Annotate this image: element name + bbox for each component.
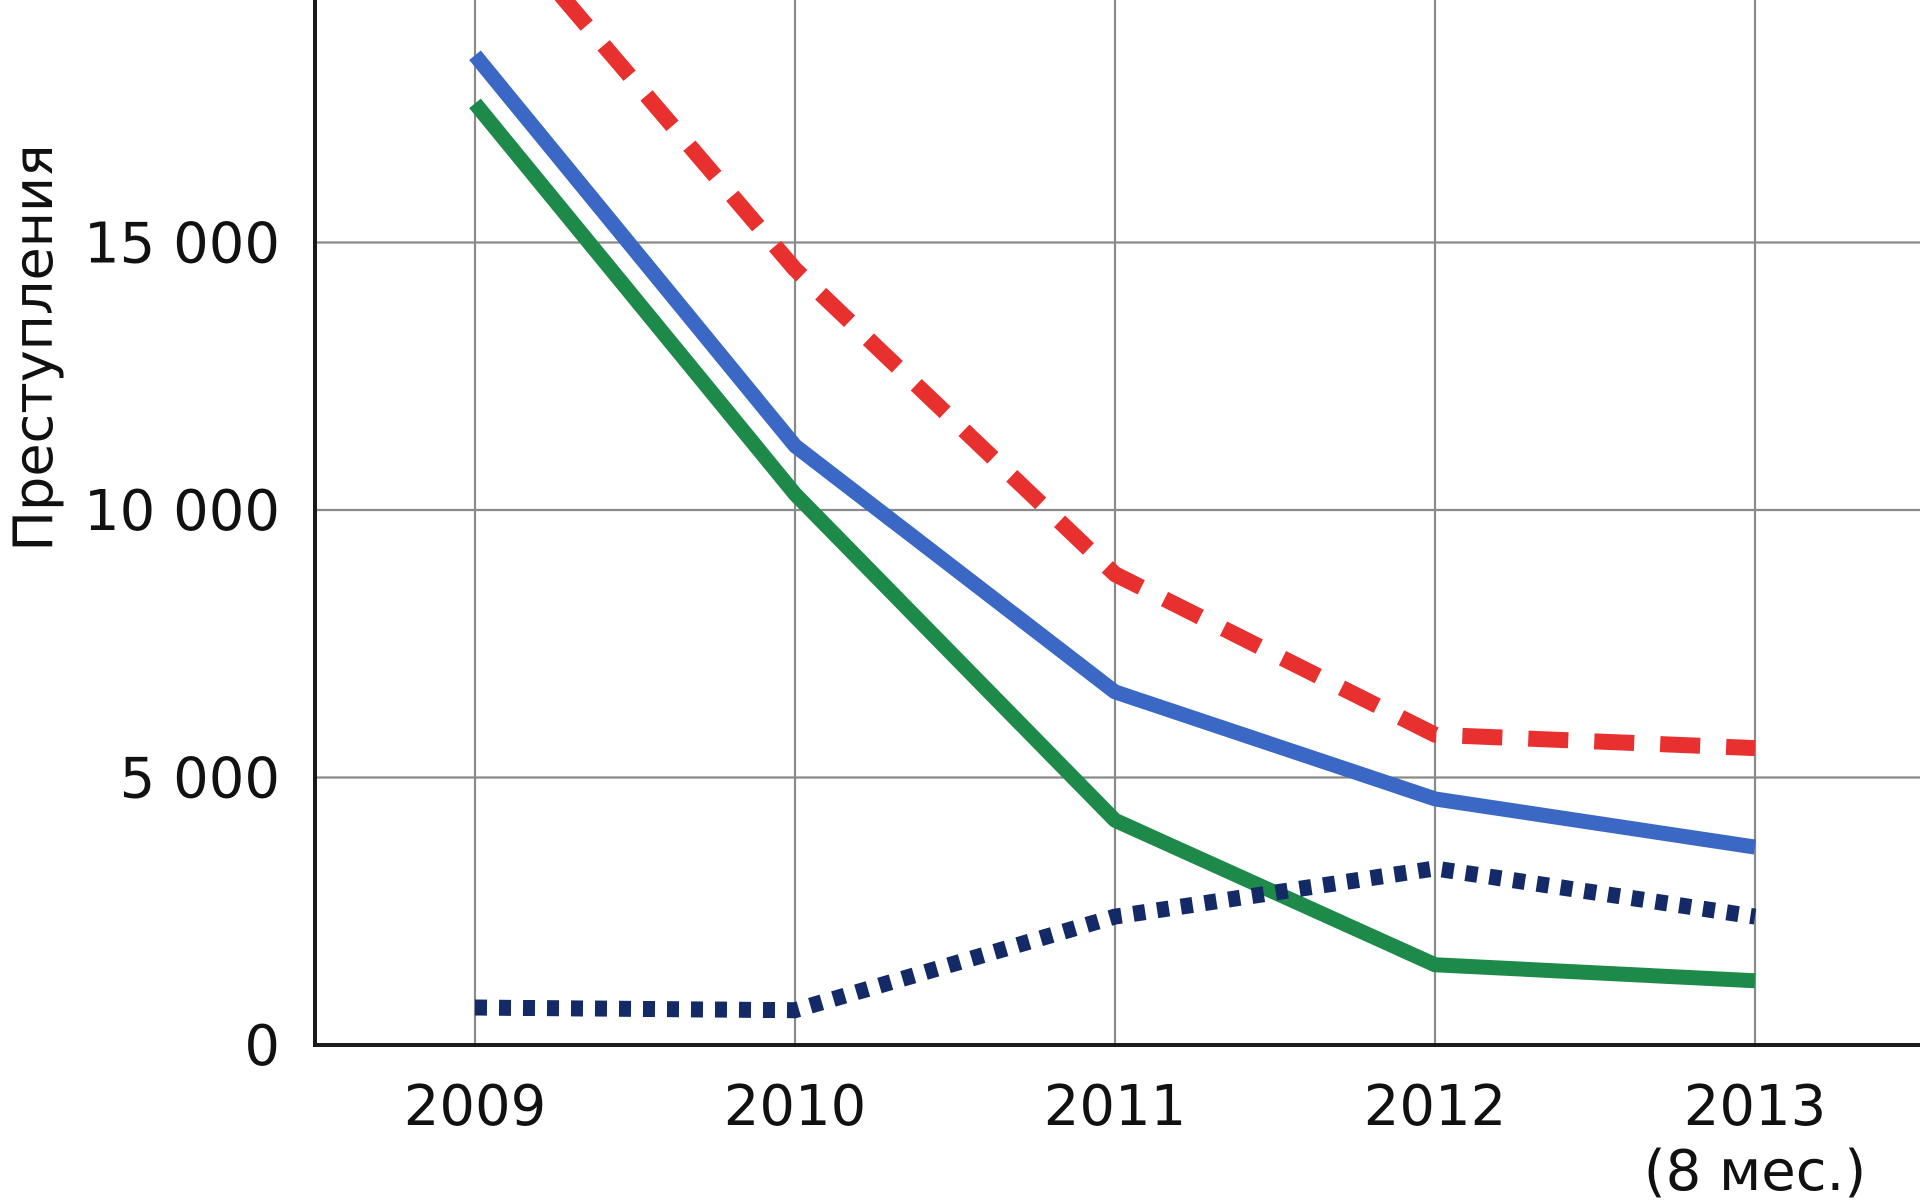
data-point [794, 268, 796, 270]
x-tick-label: 2012 [1364, 1074, 1507, 1139]
series-line-1 [554, 0, 1756, 757]
series-line-2 [469, 50, 1757, 855]
data-point [474, 54, 476, 56]
data-point [1434, 798, 1436, 800]
axes [313, 0, 1920, 1047]
series-layer [469, 0, 1757, 1019]
x-tick-label: 2011 [1044, 1074, 1187, 1139]
data-point [794, 493, 796, 495]
x-tick-label: 2010 [724, 1074, 867, 1139]
data-point [1754, 980, 1756, 982]
x-tick-label: 2009 [404, 1074, 547, 1139]
y-tick-label: 0 [244, 1014, 280, 1079]
data-point [474, 102, 476, 104]
data-point [794, 1009, 796, 1011]
data-point [1434, 964, 1436, 966]
y-tick-label: 10 000 [84, 479, 280, 544]
data-point [1114, 916, 1116, 918]
data-point [474, 1007, 476, 1009]
data-point [1114, 819, 1116, 821]
x-tick-sublabel: (8 мес.) [1644, 1139, 1866, 1200]
y-tick-label: 15 000 [84, 212, 280, 277]
data-point [1754, 916, 1756, 918]
y-tick-label: 5 000 [120, 747, 280, 812]
data-point [1754, 747, 1756, 749]
data-point [1754, 846, 1756, 848]
axis-labels: 0 5 000 10 000 15 000 2009 2010 2011 2012 2013(8… [84, 212, 1866, 1204]
data-point [794, 445, 796, 447]
series-line-4 [474, 860, 1757, 1019]
series-line-3 [469, 98, 1756, 989]
data-point [1114, 573, 1116, 575]
data-point [1434, 734, 1436, 736]
x-tick-label: 2013 [1684, 1074, 1827, 1139]
y-axis-title: Преступления [2, 144, 65, 551]
data-point [1434, 867, 1436, 869]
data-point [1114, 691, 1116, 693]
